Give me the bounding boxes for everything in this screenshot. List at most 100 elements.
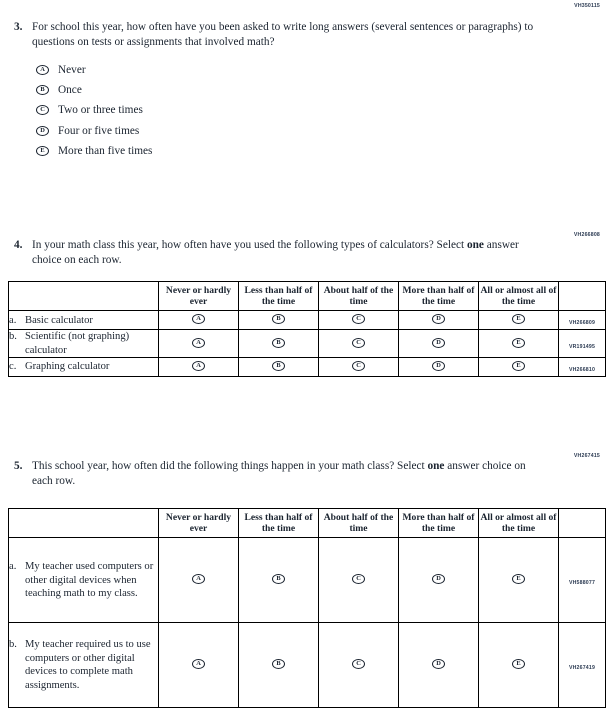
bubble-a-icon[interactable]: A	[192, 659, 205, 670]
bubble-c-icon[interactable]: C	[352, 314, 365, 325]
bubble-e-icon[interactable]: E	[36, 145, 49, 156]
bubble-b-letter: B	[276, 575, 281, 583]
question-4-row-a-option-c[interactable]: C	[318, 310, 399, 331]
question-4-text-emphasis: one	[467, 239, 484, 251]
bubble-c-icon[interactable]: C	[352, 360, 365, 371]
bubble-d-icon[interactable]: D	[432, 574, 445, 585]
question-4-col-never: Never or hardly ever	[158, 280, 239, 312]
bubble-a-letter: A	[196, 338, 201, 346]
question-4-row-c-id-code: VH266810	[568, 366, 596, 373]
question-4-row-b-option-c[interactable]: C	[318, 329, 399, 358]
question-4: 4. In your math class this year, how oft…	[14, 238, 544, 269]
question-4-row-b-option-d[interactable]: D	[398, 329, 479, 358]
question-5-row-a-option-a[interactable]: A	[158, 537, 239, 624]
question-4-row-a-stem: a. Basic calculator	[8, 310, 159, 331]
question-4-row-c-option-d[interactable]: D	[398, 356, 479, 377]
question-5-row-a-text: My teacher used computers or other digit…	[25, 561, 154, 600]
question-5-row-b-option-c[interactable]: C	[318, 622, 399, 709]
bubble-a-letter: A	[196, 660, 201, 668]
table-row: c. Graphing calculator A B C	[8, 356, 606, 377]
question-5-row-b-stem: b. My teacher required us to use compute…	[8, 622, 159, 709]
question-4-row-c-option-c[interactable]: C	[318, 356, 399, 377]
question-4-row-c-text: Graphing calculator	[25, 361, 110, 373]
question-3-option-b-label: Once	[58, 84, 82, 97]
bubble-e-icon[interactable]: E	[512, 659, 525, 670]
bubble-c-icon[interactable]: C	[352, 337, 365, 348]
bubble-b-icon[interactable]: B	[36, 85, 49, 96]
bubble-e-letter: E	[516, 660, 521, 668]
bubble-e-icon[interactable]: E	[512, 337, 525, 348]
question-4-row-b-option-e[interactable]: E	[478, 329, 559, 358]
bubble-e-letter: E	[516, 338, 521, 346]
bubble-b-letter: B	[276, 315, 281, 323]
question-5-row-b-option-b[interactable]: B	[238, 622, 319, 709]
bubble-a-icon[interactable]: A	[192, 314, 205, 325]
bubble-c-icon[interactable]: C	[352, 659, 365, 670]
question-5-row-a-option-e[interactable]: E	[478, 537, 559, 624]
question-5-row-a-option-c[interactable]: C	[318, 537, 399, 624]
bubble-d-icon[interactable]: D	[432, 337, 445, 348]
bubble-d-icon[interactable]: D	[432, 360, 445, 371]
bubble-b-icon[interactable]: B	[272, 314, 285, 325]
bubble-a-icon[interactable]: A	[192, 574, 205, 585]
question-5-row-a-option-b[interactable]: B	[238, 537, 319, 624]
bubble-e-letter: E	[516, 575, 521, 583]
question-5-col-more-than-half: More than half of the time	[398, 507, 479, 539]
bubble-a-icon[interactable]: A	[192, 337, 205, 348]
bubble-d-icon[interactable]: D	[432, 659, 445, 670]
bubble-e-icon[interactable]: E	[512, 574, 525, 585]
question-4-row-a-text: Basic calculator	[25, 314, 93, 326]
question-5-row-a-option-d[interactable]: D	[398, 537, 479, 624]
question-3-option-b[interactable]: B Once	[36, 80, 152, 100]
question-4-row-c-option-a[interactable]: A	[158, 356, 239, 377]
question-5-text-emphasis: one	[427, 460, 445, 472]
page-id-code: VH350115	[574, 3, 600, 9]
question-5-col-less-than-half: Less than half of the time	[238, 507, 319, 539]
question-4-row-c-option-b[interactable]: B	[238, 356, 319, 377]
bubble-d-letter: D	[436, 660, 441, 668]
bubble-a-icon[interactable]: A	[192, 360, 205, 371]
question-3-option-e[interactable]: E More than five times	[36, 141, 152, 161]
question-5-row-b-option-a[interactable]: A	[158, 622, 239, 709]
question-5-row-a-stem: a. My teacher used computers or other di…	[8, 537, 159, 624]
bubble-d-letter: D	[436, 338, 441, 346]
bubble-c-icon[interactable]: C	[352, 574, 365, 585]
bubble-a-icon[interactable]: A	[36, 65, 49, 76]
question-4-row-a-option-b[interactable]: B	[238, 310, 319, 331]
question-4-row-a-option-d[interactable]: D	[398, 310, 479, 331]
bubble-d-icon[interactable]: D	[36, 125, 49, 136]
question-5-row-b-option-e[interactable]: E	[478, 622, 559, 709]
question-5-row-b-option-d[interactable]: D	[398, 622, 479, 709]
question-4-matrix: Never or hardly ever Less than half of t…	[8, 280, 606, 377]
question-3-option-a[interactable]: A Never	[36, 60, 152, 80]
question-4-row-a-option-e[interactable]: E	[478, 310, 559, 331]
question-3: 3. For school this year, how often have …	[14, 20, 544, 51]
question-3-option-c[interactable]: C Two or three times	[36, 100, 152, 120]
bubble-c-letter: C	[356, 660, 361, 668]
question-3-option-d[interactable]: D Four or five times	[36, 121, 152, 141]
bubble-e-icon[interactable]: E	[512, 314, 525, 325]
bubble-b-letter: B	[276, 660, 281, 668]
bubble-c-icon[interactable]: C	[36, 105, 49, 116]
question-4-row-c-option-e[interactable]: E	[478, 356, 559, 377]
bubble-a-letter: A	[196, 315, 201, 323]
question-4-row-a-option-a[interactable]: A	[158, 310, 239, 331]
question-5-row-b-id-code: VH267419	[568, 665, 596, 672]
bubble-b-icon[interactable]: B	[272, 360, 285, 371]
bubble-d-letter: D	[436, 575, 441, 583]
bubble-e-icon[interactable]: E	[512, 360, 525, 371]
bubble-c-letter: C	[356, 338, 361, 346]
question-4-row-b-option-a[interactable]: A	[158, 329, 239, 358]
question-3-number: 3.	[14, 21, 23, 33]
bubble-b-icon[interactable]: B	[272, 659, 285, 670]
question-4-id-code: VH266808	[573, 232, 600, 238]
bubble-d-letter: D	[436, 315, 441, 323]
question-3-option-e-label: More than five times	[58, 144, 153, 157]
bubble-b-icon[interactable]: B	[272, 337, 285, 348]
question-4-col-all-or-almost-all: All or almost all of the time	[478, 280, 559, 312]
bubble-b-letter: B	[40, 86, 45, 94]
bubble-c-letter: C	[356, 315, 361, 323]
bubble-d-icon[interactable]: D	[432, 314, 445, 325]
question-4-row-b-option-b[interactable]: B	[238, 329, 319, 358]
bubble-b-icon[interactable]: B	[272, 574, 285, 585]
